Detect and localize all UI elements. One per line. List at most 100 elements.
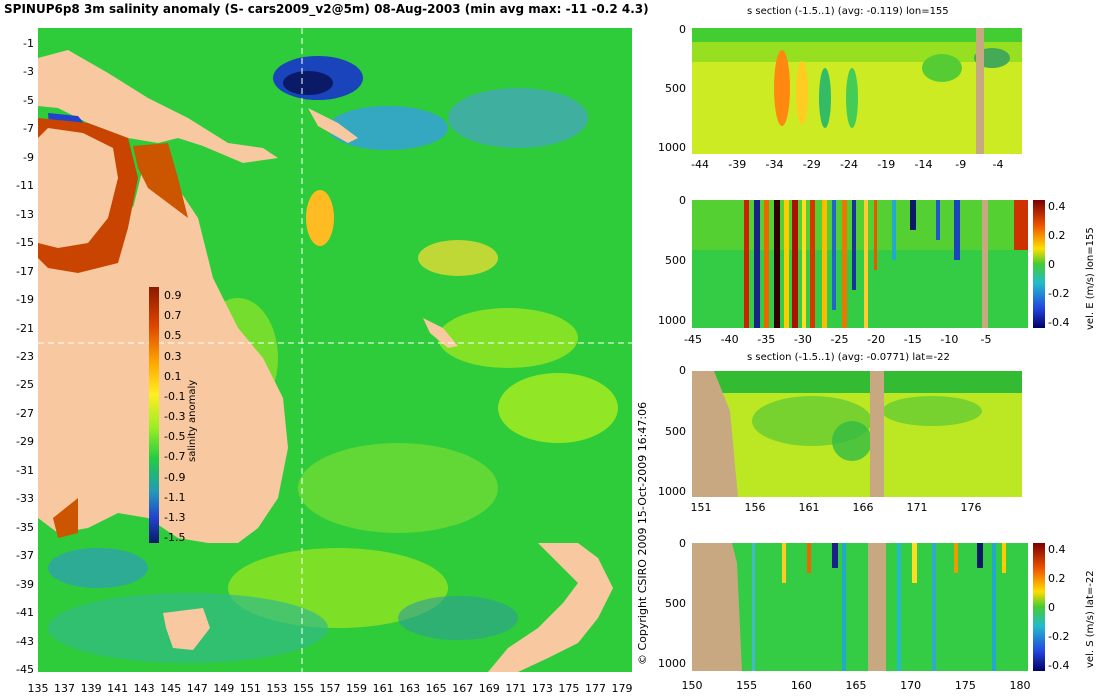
y-tick-label: -43 [16,634,34,648]
land-cape-york [38,128,118,248]
x-tick-label: 161 [798,501,820,514]
x-tick-label: 167 [452,682,474,695]
velocity-stripe [912,543,917,583]
y-tick-label: 500 [665,597,686,610]
y-tick-label: -31 [16,463,34,477]
x-tick-label: 170 [900,679,922,692]
colorbar-tick-label: -0.7 [164,450,186,464]
x-tick-label: 157 [319,682,341,695]
x-tick-label: 179 [611,682,633,695]
page-title: SPINUP6p8 3m salinity anomaly (S- cars20… [4,2,649,16]
x-tick-label: -44 [691,158,709,171]
x-tick-label: 147 [186,682,208,695]
x-tick-label: 165 [845,679,867,692]
velocity-stripe [754,200,760,328]
velocity-stripe [852,200,856,290]
x-tick-label: 145 [160,682,182,695]
colorbar-tick-label: 0.2 [1048,229,1066,242]
x-tick-label: -24 [840,158,858,171]
y-tick-label: -19 [16,293,34,307]
velocity-stripe [744,200,749,328]
colorbar-tick-label: -0.9 [164,470,186,484]
x-tick-label: 159 [346,682,368,695]
colorbar-tick-label: -1.5 [164,531,186,544]
velocity-stripe [977,543,983,568]
velocity-stripe [810,200,815,328]
map-colorbar-label: salinity anomaly [187,379,198,462]
y-tick-label: -33 [16,492,34,506]
y-tick-label: -23 [16,350,34,363]
velocity-stripe [864,200,868,328]
y-tick-label: -9 [23,150,34,164]
velocity-stripe [910,200,916,230]
x-tick-label: 135 [27,682,49,695]
x-tick-label: 163 [399,682,421,695]
colorbar-tick-label: -0.3 [164,410,186,423]
velocity-stripe [1002,543,1006,573]
land-new-zealand [488,543,613,672]
x-tick-label: -10 [940,333,959,346]
x-tick-label: -30 [793,333,812,346]
x-tick-label: 141 [107,682,129,695]
x-tick-label: 175 [558,682,580,695]
y-tick-label: 0 [679,364,686,377]
panel4-colorbar-label: vel. S (m/s) lat=-22 [1085,570,1096,668]
colorbar-tick-label: 0 [1048,601,1055,614]
y-tick-label: -7 [23,122,34,136]
panel2-colorbar-label: vel. E (m/s) lon=155 [1085,227,1096,330]
x-tick-label: -5 [980,333,992,346]
x-tick-label: 153 [266,682,288,695]
y-tick-label: -29 [16,435,34,449]
velocity-stripe [897,543,901,671]
velocity-stripe [832,543,838,568]
land-new-guinea [38,50,278,163]
x-tick-label: -35 [757,333,776,346]
panel3-title: s section (-1.5..1) (avg: -0.0771) lat=-… [747,352,950,363]
colorbar-tick-label: 0.9 [164,289,182,302]
x-tick-label: -25 [830,333,849,346]
y-tick-label: -21 [16,321,34,335]
map-anomaly-coral-coast [133,143,188,218]
land-new-caledonia [423,318,458,348]
x-tick-label: -9 [955,158,967,171]
x-tick-label: 165 [425,682,447,695]
copyright-note: © Copyright CSIRO 2009 15-Oct-2009 16:47… [636,401,649,665]
y-tick-label: -5 [23,93,34,107]
colorbar-tick-label: 0.4 [1048,200,1066,213]
colorbar-tick-label: 0.1 [164,369,182,383]
y-tick-label: -11 [16,179,34,193]
x-tick-label: 151 [690,501,712,514]
velocity-stripe [954,543,958,573]
x-tick-label: 175 [954,679,976,692]
x-tick-label: 155 [736,679,758,692]
x-tick-label: 137 [54,682,76,695]
x-tick-label: 155 [292,682,314,695]
x-tick-label: -14 [914,158,933,171]
x-tick-label: 177 [584,682,606,695]
colorbar-tick-label: 0.4 [1048,543,1066,556]
velocity-stripe [784,200,789,328]
y-tick-label: -27 [16,406,34,420]
x-tick-label: 169 [478,682,500,695]
y-tick-label: -17 [16,264,34,278]
panel1-plot [692,28,1028,154]
velocity-stripe [807,543,811,573]
x-tick-label: -20 [867,333,886,346]
velocity-stripe [936,200,940,240]
velocity-stripe [842,543,846,671]
x-tick-label: 156 [744,501,766,514]
colorbar-tick-label: -0.1 [164,389,186,403]
x-tick-label: 171 [906,501,928,514]
y-tick-label: 500 [665,254,686,267]
x-tick-label: 161 [372,682,394,695]
panel4-plot [692,543,1028,671]
x-tick-label: 139 [80,682,102,695]
x-tick-label: -19 [877,158,896,171]
y-tick-label: 1000 [658,657,686,670]
land-tasmania [163,608,210,650]
x-tick-label: 176 [960,501,982,514]
x-tick-label: 143 [133,682,155,695]
colorbar-tick-label: -0.4 [1048,659,1070,672]
colorbar-tick-label: -1.3 [164,510,186,524]
y-tick-label: 500 [665,82,686,95]
